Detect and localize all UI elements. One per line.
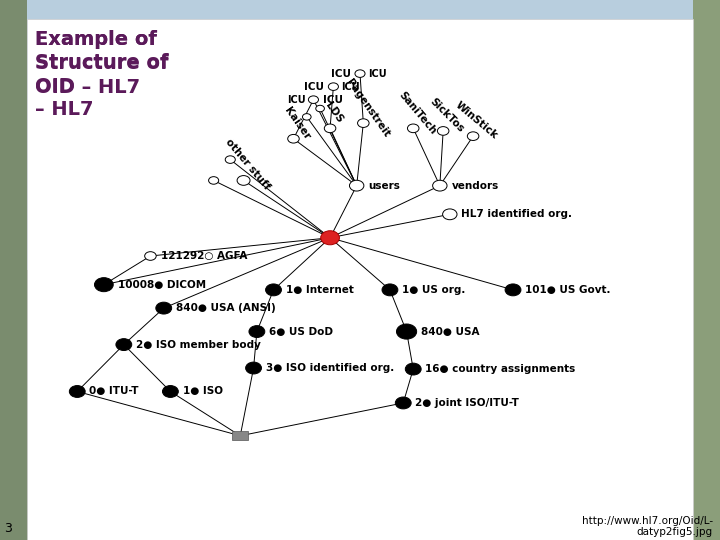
Circle shape [408,124,419,133]
Circle shape [116,339,132,350]
Circle shape [505,284,521,296]
Text: http://www.hl7.org/Oid/L-
datyp2fig5.jpg: http://www.hl7.org/Oid/L- datyp2fig5.jpg [582,516,713,537]
Circle shape [145,252,156,260]
Text: vendors: vendors [451,181,499,191]
Text: HL7 identified org.: HL7 identified org. [462,210,572,219]
Circle shape [382,284,398,296]
Text: 6● US DoD: 6● US DoD [269,327,333,336]
Text: users: users [368,181,400,191]
Circle shape [302,113,311,120]
Circle shape [349,180,364,191]
Circle shape [358,119,369,127]
Text: 16● country assignments: 16● country assignments [426,364,576,374]
Circle shape [163,386,179,397]
Bar [0,270,720,540]
Circle shape [266,284,282,296]
Text: 0● ITU-T: 0● ITU-T [89,387,139,396]
Circle shape [438,126,449,135]
Circle shape [433,180,447,191]
Circle shape [355,70,365,77]
Text: SickTos: SickTos [428,96,466,134]
Circle shape [308,96,318,104]
Text: 10008● DICOM: 10008● DICOM [117,280,206,289]
Circle shape [225,156,235,164]
Text: 3● ISO identified org.: 3● ISO identified org. [266,363,394,373]
Bar [233,431,248,441]
Circle shape [328,83,338,90]
Circle shape [324,124,336,133]
Text: Example of
Structure of
OID – HL7: Example of Structure of OID – HL7 [35,30,168,97]
Text: 1● US org.: 1● US org. [402,285,466,295]
Text: 101● US Govt.: 101● US Govt. [526,285,611,295]
Text: other stuff: other stuff [223,137,271,192]
Text: 2● joint ISO/ITU-T: 2● joint ISO/ITU-T [415,398,519,408]
Circle shape [246,362,261,374]
Text: ICU: ICU [330,69,351,79]
Circle shape [320,231,339,245]
Circle shape [249,326,265,338]
Circle shape [467,132,479,140]
Circle shape [209,177,219,184]
Text: 840● USA: 840● USA [421,327,480,336]
Circle shape [156,302,171,314]
Text: 3: 3 [4,522,12,535]
Circle shape [69,386,85,397]
Text: 840● USA (ANSI): 840● USA (ANSI) [176,303,276,313]
Text: 121292○ AGFA: 121292○ AGFA [161,251,247,261]
Circle shape [443,209,457,220]
Bar [0,0,27,540]
Text: ICU: ICU [304,82,324,92]
Circle shape [237,176,250,185]
Text: 1● ISO: 1● ISO [183,387,222,396]
Text: Kaiser: Kaiser [283,105,312,141]
Circle shape [316,105,325,112]
Circle shape [397,324,417,339]
Text: ICU: ICU [287,94,305,105]
Text: ICU: ICU [341,82,360,92]
Text: Example of
Structure of
OID
– HL7: Example of Structure of OID – HL7 [35,30,168,119]
Text: 2● ISO member body: 2● ISO member body [136,340,261,349]
Circle shape [94,278,113,292]
Circle shape [395,397,411,409]
Text: WinStick: WinStick [453,99,500,140]
Bar [0,0,720,270]
Text: SaniTech: SaniTech [397,90,438,136]
Bar [693,0,720,540]
Circle shape [405,363,421,375]
Text: ICU: ICU [368,69,387,79]
Circle shape [288,134,300,143]
Text: 1● Internet: 1● Internet [286,285,354,295]
Text: LDS: LDS [323,101,345,125]
Text: Pagenstreit: Pagenstreit [343,77,391,139]
Text: ICU: ICU [323,94,343,105]
